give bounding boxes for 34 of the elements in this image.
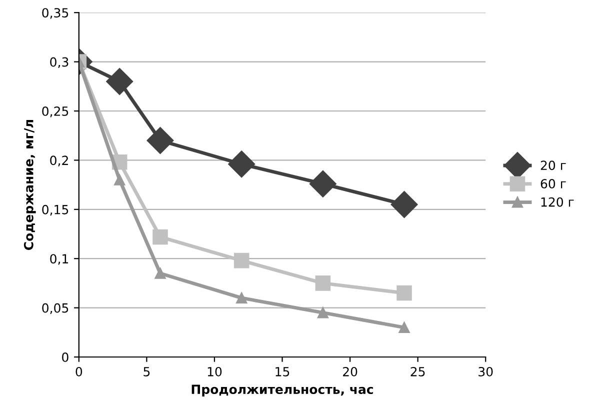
point xyxy=(317,307,328,318)
point xyxy=(234,252,250,268)
x-tick-label: 20 xyxy=(343,366,358,376)
y-tick-label: 0,15 xyxy=(42,204,68,216)
x-tick-label: 15 xyxy=(276,367,290,376)
legend-label: 120 г xyxy=(541,197,574,207)
y-tick-label: 0 xyxy=(62,352,68,362)
y-tick-label: 0,3 xyxy=(50,57,68,68)
point xyxy=(236,292,248,304)
point xyxy=(390,191,418,218)
point xyxy=(315,276,331,291)
point xyxy=(146,127,174,154)
x-tick-label: 25 xyxy=(410,366,425,376)
point xyxy=(152,229,168,245)
x-tick-label: 10 xyxy=(208,366,222,376)
legend-label: 20 г xyxy=(540,160,566,170)
x-axis-title: Продолжительность, час xyxy=(192,384,373,396)
point xyxy=(154,268,166,279)
x-tick-label: 0 xyxy=(76,366,82,376)
y-tick-label: 0,1 xyxy=(50,254,68,265)
point xyxy=(396,285,412,301)
point xyxy=(309,170,336,198)
point xyxy=(228,150,256,178)
x-tick-label: 30 xyxy=(478,366,493,376)
y-tick-label: 0,35 xyxy=(42,8,68,19)
y-tick-label: 0,2 xyxy=(50,156,68,166)
point xyxy=(398,322,410,334)
legend-label: 60 г xyxy=(540,178,566,188)
y-tick-label: 0,25 xyxy=(42,106,68,118)
point xyxy=(114,174,126,186)
y-axis-title: Содержание, мг/л xyxy=(24,120,36,250)
point xyxy=(106,68,134,95)
y-tick-label: 0,05 xyxy=(42,303,68,314)
x-tick-label: 5 xyxy=(144,367,150,376)
